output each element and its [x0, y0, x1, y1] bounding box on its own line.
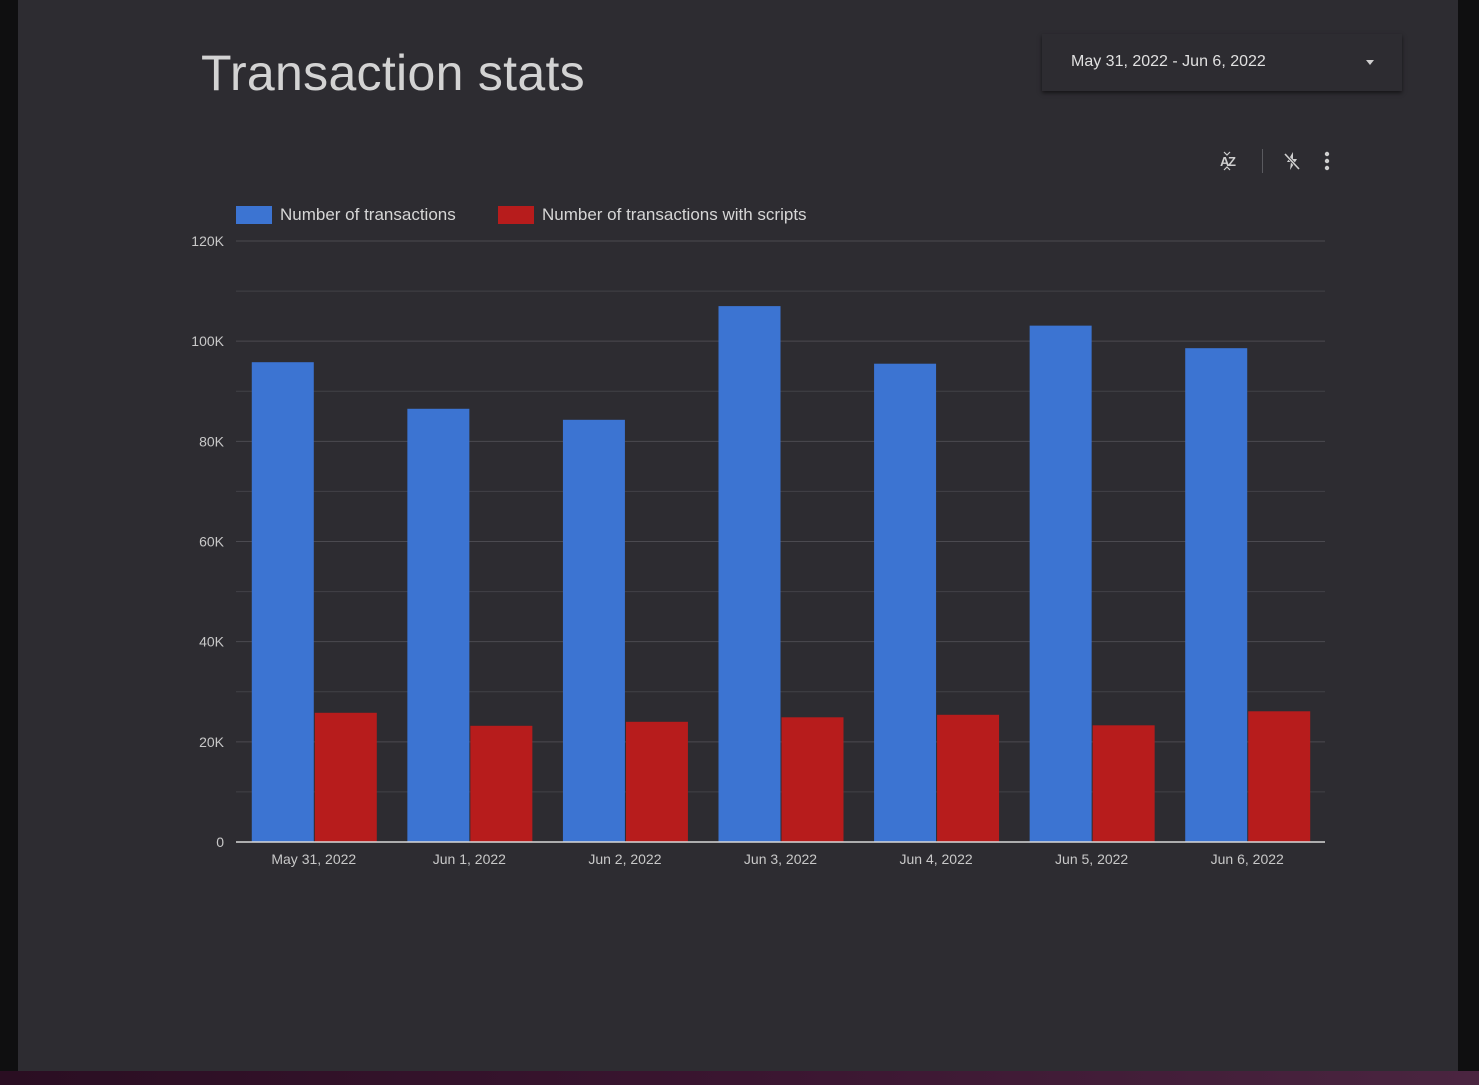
x-tick-label: Jun 1, 2022 [433, 851, 506, 867]
bar-transactions [1185, 348, 1248, 842]
bar-scripts [781, 717, 844, 842]
bar-transactions [1029, 325, 1092, 842]
y-tick-label: 80K [199, 433, 225, 449]
bar-scripts [314, 712, 377, 842]
bar-transactions [407, 408, 470, 842]
legend-swatch-transactions [236, 206, 272, 224]
bar-transactions [251, 362, 314, 842]
x-tick-label: Jun 5, 2022 [1055, 851, 1128, 867]
y-tick-label: 100K [191, 333, 224, 349]
sort-az-icon[interactable]: A Z [1217, 150, 1239, 172]
toolbar-divider [1262, 149, 1263, 173]
legend-label-scripts: Number of transactions with scripts [542, 205, 807, 224]
x-tick-label: Jun 3, 2022 [744, 851, 817, 867]
x-tick-label: Jun 2, 2022 [588, 851, 661, 867]
legend-swatch-scripts [498, 206, 534, 224]
taskbar-strip [0, 1071, 1479, 1085]
x-tick-label: Jun 4, 2022 [899, 851, 972, 867]
y-tick-label: 0 [216, 834, 224, 850]
x-tick-label: Jun 6, 2022 [1211, 851, 1284, 867]
bar-scripts [1092, 725, 1155, 842]
bar-scripts [470, 725, 533, 842]
legend-label-transactions: Number of transactions [280, 205, 456, 224]
bar-scripts [937, 714, 1000, 842]
y-tick-label: 20K [199, 734, 225, 750]
more-vert-icon[interactable] [1318, 150, 1336, 172]
svg-text:A: A [1220, 154, 1230, 169]
date-range-picker[interactable]: May 31, 2022 - Jun 6, 2022 [1042, 34, 1402, 91]
bar-scripts [625, 721, 688, 842]
flash-off-icon[interactable] [1281, 150, 1303, 172]
x-tick-label: May 31, 2022 [271, 851, 356, 867]
y-tick-label: 60K [199, 534, 225, 550]
page-title: Transaction stats [201, 45, 585, 101]
y-tick-label: 120K [191, 233, 224, 249]
date-range-label: May 31, 2022 - Jun 6, 2022 [1071, 53, 1266, 70]
bar-scripts [1248, 711, 1311, 842]
y-tick-label: 40K [199, 634, 225, 650]
bar-transactions [874, 363, 937, 842]
svg-text:Z: Z [1228, 154, 1236, 169]
bar-transactions [562, 419, 625, 842]
caret-down-icon [1366, 60, 1374, 65]
bar-transactions [718, 306, 781, 842]
